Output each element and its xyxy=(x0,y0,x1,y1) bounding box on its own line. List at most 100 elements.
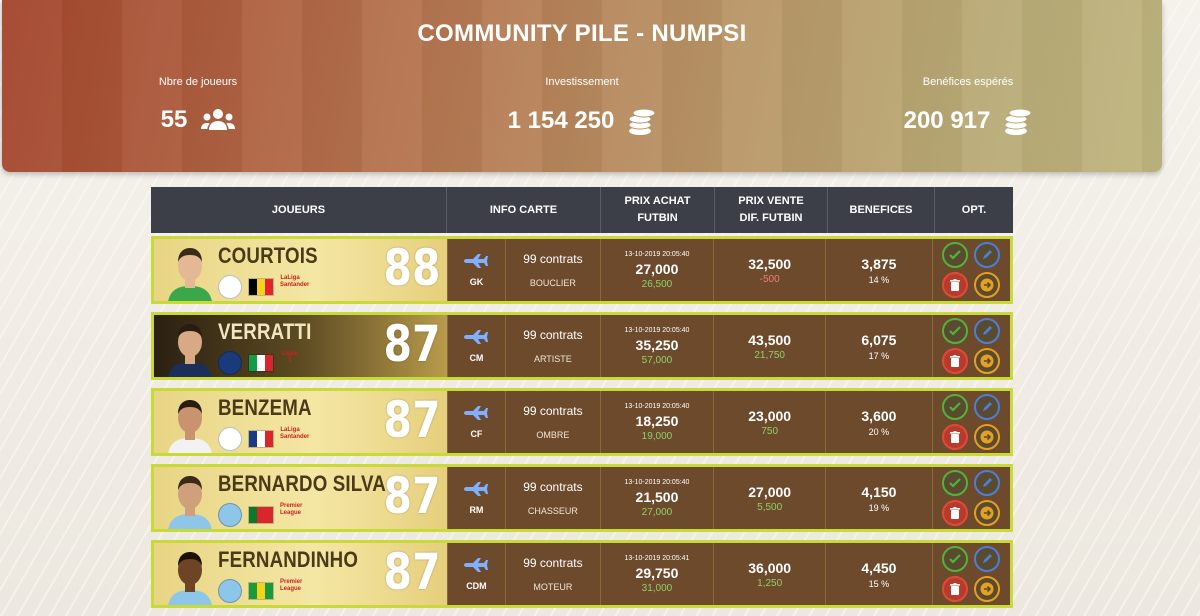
position-code: CM xyxy=(469,352,484,363)
edit-button[interactable] xyxy=(974,470,1001,496)
delete-button[interactable] xyxy=(942,500,969,526)
delete-button[interactable] xyxy=(942,576,969,602)
sell-action-button[interactable] xyxy=(974,348,1001,374)
club-badge xyxy=(218,503,242,527)
pencil-icon xyxy=(983,478,993,487)
arrow-right-icon xyxy=(980,506,994,520)
edit-button[interactable] xyxy=(974,318,1001,344)
player-badges: Premier League xyxy=(218,503,302,527)
league-logo: Premier League xyxy=(280,579,303,592)
sell-cell: 43,500 21,750 xyxy=(714,315,827,377)
table-row[interactable]: BERNARDO SILVA 87 Premier League RM 99 c… xyxy=(151,464,1013,532)
player-badges: LaLiga Santander xyxy=(218,427,310,451)
profit-cell: 4,150 19 % xyxy=(826,467,933,529)
player-card[interactable]: VERRATTI 87 Ligue 1 xyxy=(154,315,448,377)
col-profit: BENEFICES xyxy=(828,187,935,233)
table-row[interactable]: COURTOIS 88 LaLiga Santander GK 99 contr… xyxy=(151,236,1013,304)
position-cell: RM xyxy=(448,467,506,529)
buy-price: 27,000 xyxy=(635,260,679,277)
player-rating: 87 xyxy=(383,391,441,449)
sell-cell: 23,000 750 xyxy=(714,391,827,453)
trash-icon xyxy=(950,583,961,595)
league-logo: LaLiga Santander xyxy=(280,427,310,440)
buy-price: 35,250 xyxy=(635,336,679,353)
position-cell: CF xyxy=(448,391,506,453)
validate-button[interactable] xyxy=(942,394,969,420)
position-code: RM xyxy=(469,504,484,515)
futbin-price: 19,000 xyxy=(641,430,673,442)
player-card[interactable]: BERNARDO SILVA 87 Premier League xyxy=(154,467,448,529)
sell-action-button[interactable] xyxy=(974,576,1001,602)
position-code: CDM xyxy=(466,580,487,591)
col-sell-line1: PRIX VENTE xyxy=(738,195,804,207)
arrow-right-icon xyxy=(980,430,994,444)
summary-header: COMMUNITY PILE - NUMPSI Nbre de joueurs … xyxy=(2,0,1162,172)
player-badges: Premier League xyxy=(218,579,303,603)
futbin-diff: 5,500 xyxy=(757,501,783,513)
arrow-right-icon xyxy=(980,582,994,596)
sell-action-button[interactable] xyxy=(974,424,1001,450)
validate-button[interactable] xyxy=(942,242,969,268)
pencil-icon xyxy=(983,326,993,335)
edit-button[interactable] xyxy=(974,394,1001,420)
profit-cell: 3,600 20 % xyxy=(826,391,933,453)
check-icon xyxy=(949,402,962,412)
col-buy-line1: PRIX ACHAT xyxy=(624,195,691,207)
delete-button[interactable] xyxy=(942,348,969,374)
buy-cell: 13-10-2019 20:05:40 27,000 26,500 xyxy=(601,239,715,301)
futbin-diff: 1,250 xyxy=(757,577,783,589)
profit-percent: 19 % xyxy=(868,502,890,513)
sell-action-button[interactable] xyxy=(974,272,1001,298)
buy-date: 13-10-2019 20:05:40 xyxy=(624,250,690,258)
player-rating: 87 xyxy=(383,543,441,601)
profit-percent: 15 % xyxy=(868,578,890,589)
buy-cell: 13-10-2019 20:05:40 35,250 57,000 xyxy=(601,315,715,377)
buy-cell: 13-10-2019 20:05:40 18,250 19,000 xyxy=(601,391,715,453)
check-icon xyxy=(949,478,962,488)
validate-button[interactable] xyxy=(942,470,969,496)
buy-date: 13-10-2019 20:05:40 xyxy=(624,478,690,486)
options-cell xyxy=(933,391,1010,453)
futbin-price: 57,000 xyxy=(641,354,673,366)
contracts-count: 99 contrats xyxy=(523,480,583,494)
sell-price: 23,000 xyxy=(748,407,792,424)
sell-action-button[interactable] xyxy=(974,500,1001,526)
contracts-cell: 99 contrats CHASSEUR xyxy=(506,467,600,529)
card-info: RM 99 contrats CHASSEUR xyxy=(448,467,601,529)
buy-cell: 13-10-2019 20:05:40 21,500 27,000 xyxy=(601,467,715,529)
contracts-cell: 99 contrats BOUCLIER xyxy=(506,239,600,301)
delete-button[interactable] xyxy=(942,424,969,450)
player-card[interactable]: BENZEMA 87 LaLiga Santander xyxy=(154,391,448,453)
table-row[interactable]: FERNANDINHO 87 Premier League CDM 99 con… xyxy=(151,540,1013,608)
stat-expected-profit: Benéfices espérés 200 917 xyxy=(838,76,1098,136)
sell-price: 32,500 xyxy=(748,255,792,272)
col-sell-line2: DIF. FUTBIN xyxy=(739,212,803,224)
player-card[interactable]: FERNANDINHO 87 Premier League xyxy=(154,543,448,605)
buy-date: 13-10-2019 20:05:40 xyxy=(624,326,690,334)
coins-icon xyxy=(628,106,656,136)
player-photo xyxy=(164,244,216,301)
edit-button[interactable] xyxy=(974,242,1001,268)
chemistry-style: OMBRE xyxy=(536,430,570,440)
pencil-icon xyxy=(983,554,993,563)
options-cell xyxy=(933,315,1010,377)
coins-icon xyxy=(1004,106,1032,136)
table-row[interactable]: VERRATTI 87 Ligue 1 CM 99 contrats ARTIS… xyxy=(151,312,1013,380)
futbin-diff: 750 xyxy=(761,425,779,437)
futbin-price: 31,000 xyxy=(641,582,673,594)
profit-cell: 4,450 15 % xyxy=(826,543,933,605)
validate-button[interactable] xyxy=(942,318,969,344)
player-card[interactable]: COURTOIS 88 LaLiga Santander xyxy=(154,239,448,301)
table-row[interactable]: BENZEMA 87 LaLiga Santander CF 99 contra… xyxy=(151,388,1013,456)
validate-button[interactable] xyxy=(942,546,969,572)
chemistry-style: BOUCLIER xyxy=(529,278,576,288)
delete-button[interactable] xyxy=(942,272,969,298)
buy-price: 18,250 xyxy=(635,412,679,429)
contracts-count: 99 contrats xyxy=(523,328,583,342)
chemistry-style: CHASSEUR xyxy=(527,506,578,516)
league-logo: LaLiga Santander xyxy=(280,275,310,288)
col-buy-line2: FUTBIN xyxy=(637,212,678,224)
club-badge xyxy=(218,427,242,451)
sell-cell: 36,000 1,250 xyxy=(714,543,827,605)
edit-button[interactable] xyxy=(974,546,1001,572)
